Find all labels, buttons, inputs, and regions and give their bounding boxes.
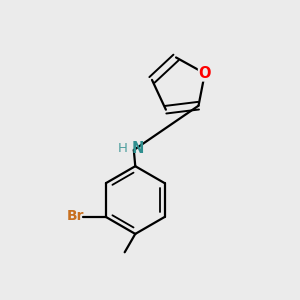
Text: Br: Br bbox=[67, 209, 84, 223]
Text: N: N bbox=[131, 141, 143, 156]
Text: O: O bbox=[199, 66, 211, 81]
Text: H: H bbox=[118, 142, 128, 155]
